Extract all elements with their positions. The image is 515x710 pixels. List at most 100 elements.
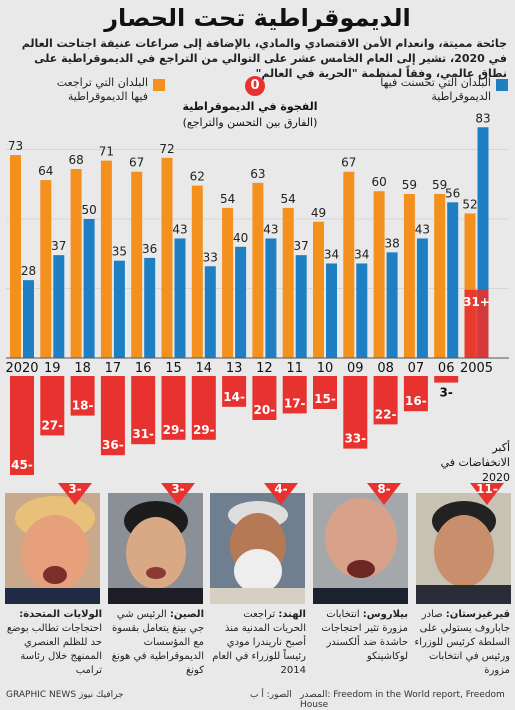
bar-improved [83, 219, 95, 358]
gap-value-label: 29- [163, 423, 185, 437]
gap-value-label: 14- [223, 390, 245, 404]
gap-zero-marker: 0 [245, 76, 265, 96]
bar-declined [434, 193, 446, 358]
caption-us-country: الولايات المتحدة: [19, 609, 102, 620]
value-label-declined: 63 [250, 167, 265, 181]
bar-improved [386, 252, 398, 358]
bar-declined [100, 160, 112, 358]
caption-india: الهند: تراجعت الحريات المدنية منذ أصبح ن… [208, 608, 306, 678]
photo-modi [210, 493, 305, 604]
bar-gap [10, 376, 34, 475]
bar-improved [204, 266, 216, 358]
value-label-improved: 43 [172, 222, 187, 236]
x-tick-label: 2005 [460, 361, 493, 376]
bar-gap [100, 376, 125, 456]
value-label-declined: 49 [311, 206, 326, 220]
photo-lukashenko [313, 493, 408, 604]
gap-value-label: 31- [132, 427, 154, 441]
caption-belarus: بيلاروس: انتخابات مزورة تثير احتجاجات حا… [310, 608, 408, 664]
bar-improved [23, 280, 34, 358]
bar-declined [313, 221, 324, 358]
caption-kyrgyzstan-country: قيرغيزستان: [445, 609, 510, 620]
bar-gap [252, 376, 277, 420]
value-label-improved: 34 [324, 247, 339, 261]
page-title: الديموقراطية تحت الحصار [104, 4, 411, 32]
value-label-improved: 33 [203, 250, 218, 264]
photo-japarov [416, 493, 511, 604]
bar-gap [222, 376, 247, 407]
bar-improved [265, 238, 277, 358]
bar-improved [356, 263, 368, 358]
bar-gap [373, 376, 398, 425]
decline-arrow-kyrgyzstan [470, 483, 504, 505]
x-tick-label: 09 [347, 361, 364, 376]
x-tick-label: 12 [256, 361, 273, 376]
decline-arrow-china [161, 483, 195, 505]
x-tick-label: 07 [408, 361, 425, 376]
caption-china-country: الصين: [169, 609, 204, 620]
value-label-declined: 67 [341, 156, 356, 170]
bar-improved [235, 246, 247, 358]
gap-value-label: 3- [440, 386, 453, 400]
bar-gap [343, 376, 368, 449]
subtitle: جائحة مميتة، وانعدام الأمن الاقتصادي وال… [21, 37, 507, 80]
bar-declined [222, 207, 234, 358]
caption-kyrgyzstan: قيرغيزستان: صادر جاباروف يستولي على السل… [412, 608, 510, 678]
decline-value-us: 3- [68, 482, 82, 496]
bar-gap [191, 376, 216, 440]
x-tick-label: 08 [377, 361, 394, 376]
x-tick-label: 06 [438, 361, 455, 376]
value-label-improved: 28 [21, 264, 36, 278]
gap-value-label: 31+ [463, 295, 490, 309]
gap-value-label: 16- [405, 394, 427, 408]
value-label-declined: 54 [281, 192, 296, 206]
x-tick-label: 11 [286, 361, 303, 376]
bar-declined [10, 155, 21, 358]
decline-arrow-india [264, 483, 298, 505]
bar-improved [416, 238, 428, 358]
bar-improved [174, 238, 186, 358]
caption-china: الصين: الرئيس شي جي بينغ يتعامل بقسوة مع… [106, 608, 204, 678]
bar-improved [447, 202, 459, 358]
gap-value-label: 20- [254, 403, 276, 417]
gap-value-label: 29- [193, 423, 215, 437]
caption-india-country: الهند: [278, 609, 306, 620]
value-label-improved: 43 [263, 222, 278, 236]
bar-gap [464, 289, 489, 358]
gap-value-label: 33- [344, 432, 366, 446]
value-label-declined: 62 [190, 170, 205, 184]
gap-value-label: 22- [375, 407, 397, 421]
decline-value-china: 3- [171, 482, 185, 496]
bar-declined [403, 193, 415, 358]
decline-value-kyrgyzstan: 11- [476, 482, 498, 496]
bar-declined [70, 168, 82, 358]
caption-india-text: تراجعت الحريات المدنية منذ أصبح ناريندرا… [212, 609, 306, 676]
gap-value-label: 18- [72, 399, 94, 413]
value-label-improved: 34 [354, 247, 369, 261]
footer-brand: GRAPHIC NEWS جرافيك نيوز [6, 690, 124, 700]
bar-gap [161, 376, 186, 440]
value-label-improved: 37 [294, 239, 309, 253]
gap-value-label: 45- [11, 458, 33, 472]
x-tick-label: 15 [165, 361, 182, 376]
decline-value-belarus: 8- [377, 482, 391, 496]
value-label-declined: 64 [38, 164, 53, 178]
bar-declined [373, 191, 385, 358]
value-label-improved: 56 [445, 186, 460, 200]
gap-title: الفجوة في الديموقراطية [182, 100, 318, 113]
footer-source: المصدر: Freedom in the World report, Fre… [300, 690, 505, 710]
x-tick-label: 16 [135, 361, 152, 376]
bar-declined [191, 185, 203, 358]
value-label-declined: 73 [8, 139, 23, 153]
value-label-improved: 37 [51, 239, 66, 253]
value-label-declined: 60 [371, 175, 386, 189]
x-tick-label: 14 [196, 361, 213, 376]
x-tick-label: 13 [226, 361, 243, 376]
gap-value-label: 17- [284, 396, 306, 410]
decline-arrow-us [58, 483, 92, 505]
bar-improved [326, 263, 337, 358]
bar-declined [131, 171, 143, 358]
bar-chart: 73 28 2020 45- 64 37 19 27- 68 50 18 18- 71 35 17 36- 67… [5, 111, 509, 475]
caption-kyrgyzstan-text: صادر جاباروف يستولي على السلطة كرئيس للو… [414, 609, 510, 676]
value-label-improved: 36 [142, 242, 157, 256]
